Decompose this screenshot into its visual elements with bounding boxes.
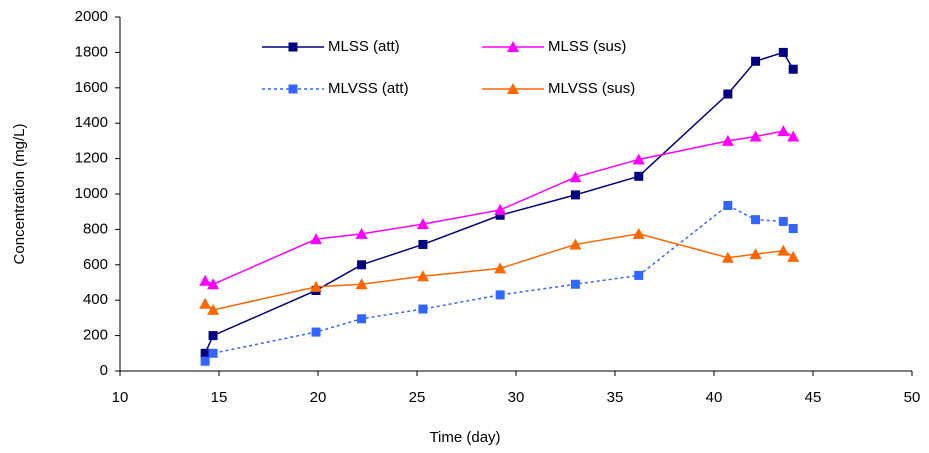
marker (357, 314, 367, 324)
marker (777, 125, 790, 137)
x-tick-label: 35 (607, 389, 624, 406)
y-tick-label: 0 (100, 362, 108, 379)
marker (787, 250, 800, 262)
series-line (204, 233, 794, 311)
legend-label: MLSS (sus) (548, 38, 626, 55)
marker (721, 134, 734, 146)
marker (778, 47, 788, 57)
series-line (204, 51, 794, 354)
x-tick-label: 20 (310, 389, 327, 406)
marker (634, 171, 644, 181)
marker (310, 233, 323, 245)
marker (749, 248, 762, 260)
marker (418, 239, 428, 249)
y-axis-title: Concentration (mg/L) (11, 124, 28, 265)
marker (721, 251, 734, 263)
x-tick-label: 15 (211, 389, 228, 406)
marker (495, 290, 505, 300)
marker (634, 270, 644, 280)
legend-label: MLSS (att) (328, 38, 400, 55)
marker (632, 153, 645, 165)
marker (569, 238, 582, 250)
y-tick-label: 800 (83, 220, 108, 237)
marker (357, 260, 367, 270)
y-tick-label: 200 (83, 327, 108, 344)
legend-marker (507, 41, 519, 52)
marker (570, 190, 580, 200)
marker (778, 216, 788, 226)
y-tick-label: 600 (83, 256, 108, 273)
marker (723, 201, 733, 211)
marker (788, 224, 798, 234)
marker (494, 203, 507, 215)
marker (199, 297, 212, 309)
x-tick-label: 30 (508, 389, 525, 406)
marker (355, 227, 368, 239)
y-tick-label: 2000 (75, 8, 108, 25)
marker (788, 64, 798, 74)
marker (570, 279, 580, 289)
y-tick-label: 1400 (75, 114, 108, 131)
x-tick-label: 25 (409, 389, 426, 406)
x-axis-title: Time (day) (429, 429, 500, 446)
x-tick-label: 50 (904, 389, 921, 406)
legend-marker (288, 42, 298, 52)
marker (751, 215, 761, 225)
marker (495, 210, 505, 220)
marker (200, 348, 210, 358)
series-line (204, 130, 794, 286)
marker (787, 130, 800, 142)
marker (749, 130, 762, 142)
marker (418, 304, 428, 314)
marker (777, 244, 790, 256)
marker (416, 218, 429, 230)
legend-marker (288, 84, 298, 94)
marker (632, 227, 645, 239)
marker (416, 270, 429, 282)
marker (569, 171, 582, 183)
legend-marker (507, 83, 519, 94)
legend-label: MLVSS (att) (328, 80, 409, 97)
marker (494, 262, 507, 274)
marker (208, 331, 218, 341)
legend-label: MLVSS (sus) (548, 80, 635, 97)
y-tick-label: 1800 (75, 43, 108, 60)
y-tick-label: 1200 (75, 150, 108, 167)
marker (208, 348, 218, 358)
marker (310, 280, 323, 292)
marker (207, 303, 220, 315)
x-tick-label: 10 (112, 389, 129, 406)
y-tick-label: 1600 (75, 79, 108, 96)
x-tick-label: 40 (706, 389, 723, 406)
marker (751, 56, 761, 66)
marker (207, 278, 220, 290)
marker (199, 274, 212, 286)
y-tick-label: 400 (83, 291, 108, 308)
marker (200, 356, 210, 366)
marker (355, 278, 368, 290)
marker (723, 89, 733, 99)
marker (311, 327, 321, 337)
y-tick-label: 1000 (75, 185, 108, 202)
x-tick-label: 45 (805, 389, 822, 406)
series-line (204, 204, 794, 362)
